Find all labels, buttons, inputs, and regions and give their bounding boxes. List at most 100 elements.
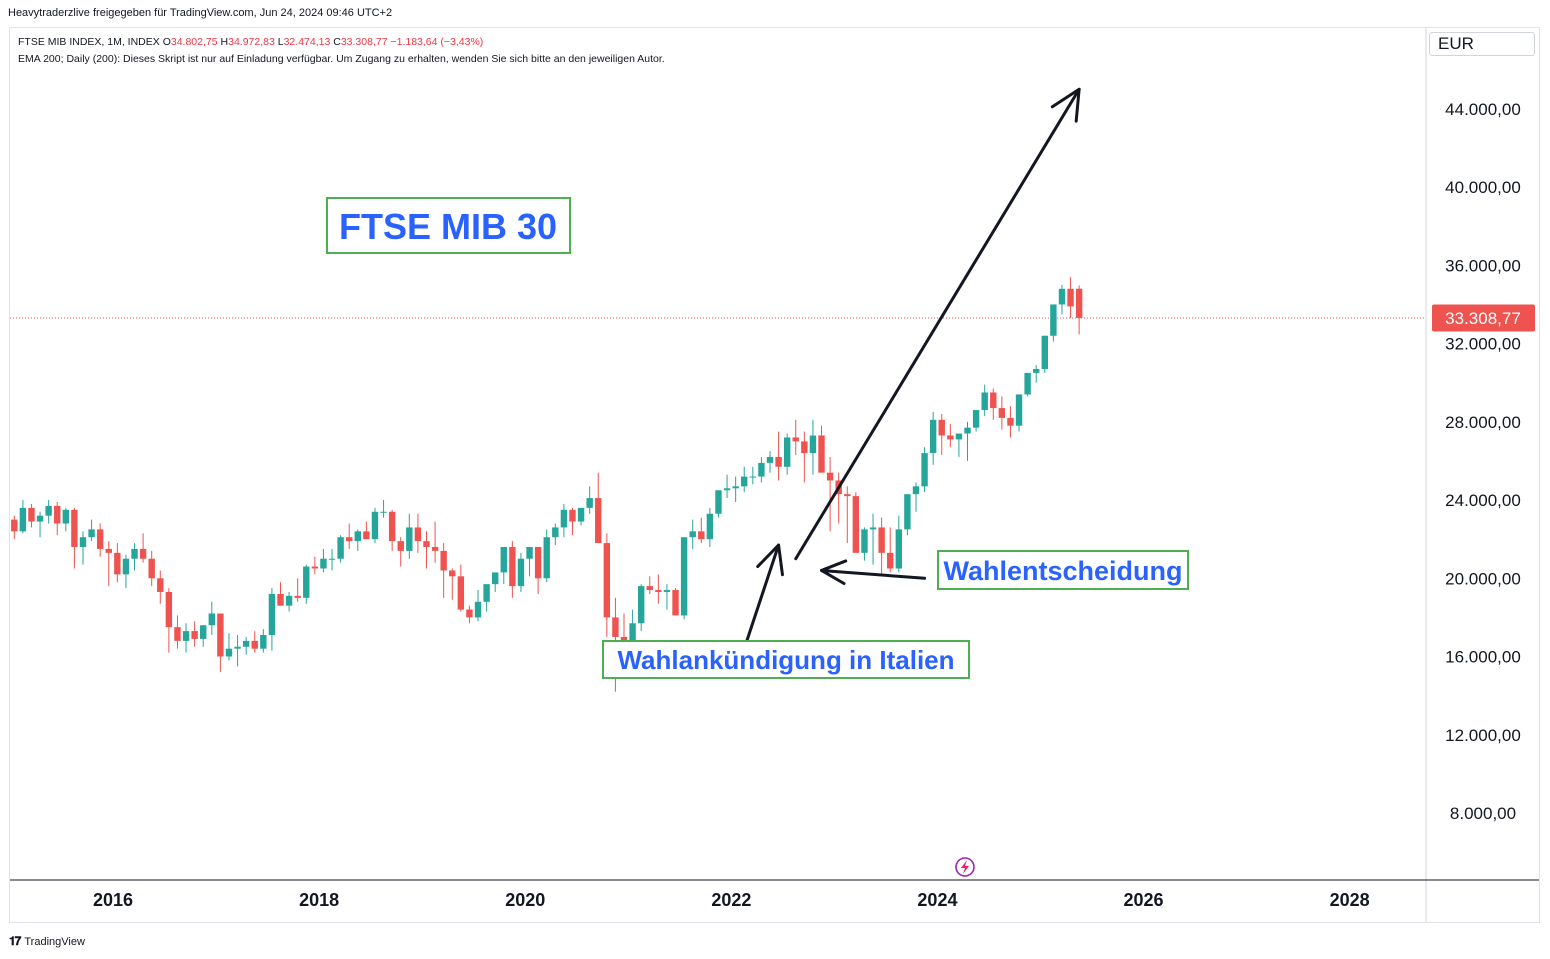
y-tick-label: 40.000,00 (1445, 178, 1521, 197)
candle-body (96, 529, 104, 549)
candle (517, 552, 525, 592)
candle (904, 494, 911, 536)
candle (449, 568, 456, 600)
candle-body (552, 527, 559, 538)
candle-body (517, 558, 525, 587)
candle-body (491, 572, 499, 585)
candle-body (277, 593, 284, 606)
candle (208, 601, 216, 636)
drawings[interactable] (742, 87, 1081, 651)
candle (242, 636, 250, 655)
candle-body (346, 537, 353, 542)
candle (363, 521, 370, 540)
annotation-election-decision[interactable]: Wahlentscheidung (937, 550, 1189, 590)
candle (1075, 285, 1083, 335)
open-value: 34.802,75 (170, 36, 218, 48)
candle (11, 515, 18, 540)
candle-body (689, 531, 696, 538)
x-tick-label: 2024 (917, 890, 957, 910)
footer-brand[interactable]: 𝟏𝟕 TradingView (9, 934, 85, 949)
candle (234, 635, 241, 667)
candle (835, 472, 842, 524)
close-value: 33.308,77 (340, 36, 388, 48)
candle (346, 523, 353, 549)
indicator-legend[interactable]: EMA 200; Daily (200): Dieses Skript ist … (18, 53, 665, 65)
candle-body (174, 627, 181, 641)
candle-body (71, 509, 78, 547)
candle (1007, 406, 1014, 438)
candle-body (1075, 288, 1083, 318)
candle-body (294, 595, 301, 598)
x-tick-label: 2018 (299, 890, 339, 910)
annotations[interactable]: FTSE MIB 30 Wahlentscheidung Wahlankündi… (326, 197, 1189, 679)
y-tick-label: 28.000,00 (1445, 413, 1521, 432)
candle-body (1024, 372, 1031, 395)
trend-arrow-head (1050, 87, 1081, 123)
candle (320, 548, 327, 573)
candle-body (904, 494, 911, 530)
candle-body (775, 457, 782, 467)
candle-body (852, 496, 860, 553)
candle (964, 421, 971, 461)
candle-body (801, 441, 808, 454)
candle-body (191, 631, 198, 639)
x-tick-label: 2022 (711, 890, 751, 910)
candle-body (200, 625, 207, 639)
y-axis[interactable]: 8.000,00 12.000,00 16.000,00 20.000,00 24.00… (1445, 100, 1521, 823)
annotation-title-box (326, 197, 571, 254)
candle (869, 513, 877, 565)
announcement-arrow[interactable] (742, 543, 784, 651)
candle-body (45, 505, 52, 516)
candle-body (157, 578, 164, 592)
y-tick-label: 36.000,00 (1445, 256, 1521, 275)
candle-body (715, 490, 722, 514)
candle (225, 633, 233, 661)
tradingview-logo-icon: 𝟏𝟕 (9, 934, 21, 948)
trend-arrow[interactable] (794, 87, 1081, 561)
candle (406, 513, 413, 559)
candle (96, 523, 104, 557)
candle (1024, 372, 1031, 397)
decision-arrow-line (820, 568, 927, 580)
candle (852, 492, 860, 553)
candle-body (139, 548, 147, 559)
candle-body (303, 566, 310, 598)
candle-body (646, 586, 653, 591)
candle (732, 476, 739, 502)
x-tick-label: 2026 (1124, 890, 1164, 910)
candle-body (320, 558, 327, 569)
candle-body (165, 591, 173, 628)
candle-body (406, 527, 413, 551)
announcement-arrow-line (742, 543, 781, 651)
candle-body (251, 640, 258, 649)
candle-body (483, 584, 490, 602)
high-value: 34.972,83 (228, 36, 275, 48)
candle-body (955, 433, 963, 440)
lightning-icon[interactable] (955, 857, 975, 877)
candle-body (895, 529, 903, 569)
annotation-election-decision-text: Wahlentscheidung (943, 556, 1182, 586)
trend-arrow-line (794, 87, 1081, 561)
x-axis[interactable]: 2016 2018 2020 2022 2024 2026 2028 (93, 890, 1370, 910)
candle-body (861, 529, 868, 553)
candle (577, 507, 585, 526)
candle-body (577, 507, 585, 522)
candle-body (912, 486, 920, 495)
currency-selector[interactable]: EUR (1429, 32, 1535, 56)
candle-body (758, 462, 765, 477)
candle-body (723, 488, 731, 491)
annotation-election-announcement[interactable]: Wahlankündigung in Italien (602, 640, 970, 679)
candle-body (869, 527, 877, 530)
candle-body (534, 546, 542, 579)
candle-body (543, 537, 550, 579)
symbol-name[interactable]: FTSE MIB INDEX, 1M, INDEX (18, 36, 160, 48)
candle-body (79, 537, 87, 547)
chart-separators (10, 28, 1539, 922)
candle-body (620, 636, 628, 641)
annotation-title[interactable]: FTSE MIB 30 (326, 197, 571, 254)
candle-body (663, 590, 671, 592)
decision-arrow[interactable] (820, 559, 927, 586)
chart-frame (9, 27, 1540, 923)
candle (972, 410, 980, 432)
